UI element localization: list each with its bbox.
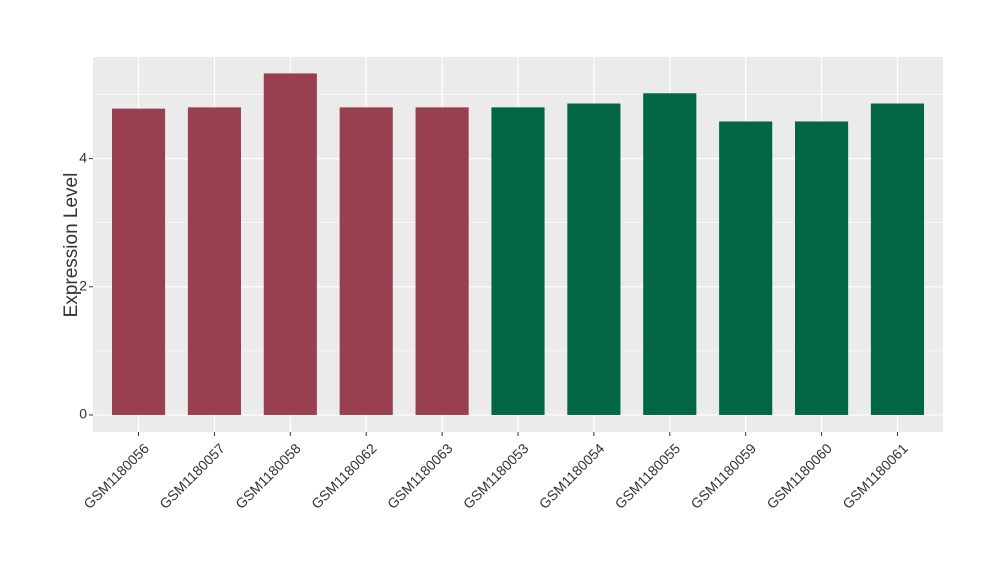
x-tick-label: GSM1180063 [384,440,456,512]
bar [187,107,241,415]
bar [491,107,545,415]
x-tick-label: GSM1180060 [763,440,835,512]
x-tick-label: GSM1180056 [80,440,152,512]
x-tick-label: GSM1180061 [839,440,911,512]
bar [339,107,393,415]
bar [415,107,469,415]
bar [795,121,849,415]
bar [870,103,925,415]
bar [111,108,166,415]
x-tick-label: GSM1180062 [308,440,380,512]
y-tick-label: 2 [79,277,87,293]
x-tick-label: GSM1180057 [156,440,228,512]
x-tick-label: GSM1180058 [232,440,304,512]
bar [263,73,317,415]
bar [567,103,621,415]
y-tick-label: 4 [79,149,87,165]
y-tick-label: 0 [79,406,87,422]
x-tick-label: GSM1180059 [687,440,759,512]
x-tick-label: GSM1180055 [612,440,684,512]
y-axis-label: Expression Level [61,173,82,318]
x-tick-label: GSM1180053 [460,440,532,512]
bar [643,93,697,415]
x-tick-label: GSM1180054 [536,440,608,512]
bar [719,121,773,415]
